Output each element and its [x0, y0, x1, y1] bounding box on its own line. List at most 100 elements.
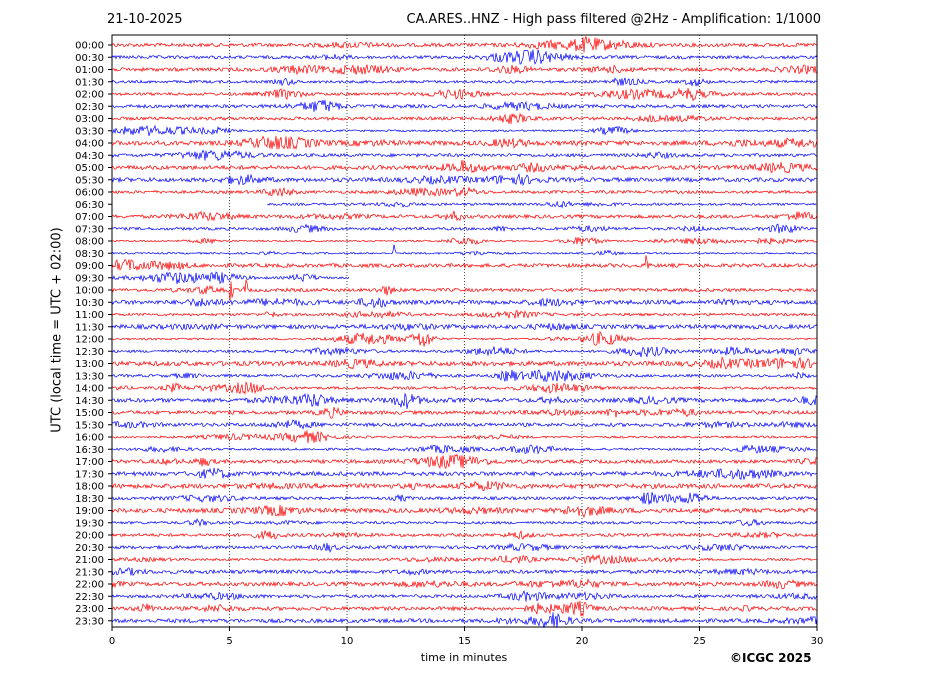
- trace-1030: [111, 297, 818, 309]
- trace-1230: [111, 345, 818, 358]
- y-tick-label: 01:00: [75, 65, 104, 76]
- y-tick-label: 10:30: [75, 298, 104, 309]
- x-tick-label: 0: [109, 636, 115, 647]
- y-tick-label: 13:00: [75, 359, 104, 370]
- y-tick-label: 07:00: [75, 212, 104, 223]
- y-tick-label: 14:00: [75, 384, 104, 395]
- y-tick-label: 06:00: [75, 188, 104, 199]
- trace-1100: [111, 309, 818, 319]
- y-tick-label: 03:30: [75, 126, 104, 137]
- trace-1830: [111, 492, 818, 505]
- y-tick-label: 19:00: [75, 506, 104, 517]
- y-tick-label: 10:00: [75, 286, 104, 297]
- y-tick-label: 07:30: [75, 224, 104, 235]
- y-tick-label: 00:00: [75, 41, 104, 52]
- y-tick-label: 23:00: [75, 604, 104, 615]
- trace-0500: [111, 159, 818, 174]
- trace-1300: [111, 356, 818, 371]
- y-tick-label: 08:30: [75, 249, 104, 260]
- trace-0530: [111, 173, 818, 187]
- y-tick-label: 19:30: [75, 518, 104, 529]
- y-tick-label: 11:00: [75, 310, 104, 321]
- y-tick-label: 06:30: [75, 200, 104, 211]
- y-tick-label: 17:30: [75, 469, 104, 480]
- trace-1130: [111, 322, 818, 332]
- x-tick-label: 20: [576, 636, 589, 647]
- trace-1530: [111, 419, 818, 430]
- x-tick-label: 30: [811, 636, 824, 647]
- date-label: 21-10-2025: [107, 12, 183, 27]
- trace-2330: [111, 612, 818, 629]
- y-tick-label: 08:00: [75, 237, 104, 248]
- y-tick-label: 02:00: [75, 90, 104, 101]
- trace-0630: [266, 200, 817, 209]
- x-tick-label: 15: [458, 636, 471, 647]
- y-tick-label: 01:30: [75, 77, 104, 88]
- y-tick-label: 09:00: [75, 261, 104, 272]
- trace-0730: [111, 223, 818, 234]
- trace-0400: [111, 135, 818, 150]
- trace-1600: [111, 430, 818, 444]
- trace-0330: [111, 124, 817, 136]
- y-tick-label: 02:30: [75, 102, 104, 113]
- y-tick-label: 03:00: [75, 114, 104, 125]
- y-tick-label: 13:30: [75, 371, 104, 382]
- y-tick-label: 00:30: [75, 53, 104, 64]
- trace-0230: [111, 99, 818, 112]
- trace-0700: [111, 210, 818, 222]
- trace-2200: [111, 577, 818, 590]
- y-tick-label: 20:30: [75, 543, 104, 554]
- trace-0930: [111, 271, 350, 285]
- trace-0130: [111, 77, 818, 87]
- x-tick-label: 25: [693, 636, 706, 647]
- y-tick-label: 12:30: [75, 347, 104, 358]
- y-tick-label: 15:30: [75, 420, 104, 431]
- y-tick-label: 21:30: [75, 567, 104, 578]
- y-tick-label: 16:30: [75, 445, 104, 456]
- trace-0830: [111, 244, 818, 256]
- trace-1330: [111, 369, 818, 383]
- y-tick-label: 16:00: [75, 433, 104, 444]
- y-tick-label: 20:00: [75, 531, 104, 542]
- trace-1500: [111, 406, 818, 419]
- trace-0600: [111, 186, 818, 198]
- trace-1200: [111, 330, 818, 347]
- y-tick-label: 04:00: [75, 139, 104, 150]
- trace-2130: [111, 567, 818, 577]
- trace-1000: [111, 279, 818, 301]
- y-tick-label: 22:00: [75, 580, 104, 591]
- trace-1930: [111, 518, 818, 528]
- trace-2030: [111, 542, 818, 553]
- x-tick-label: 10: [341, 636, 354, 647]
- chart-title: CA.ARES..HNZ - High pass filtered @2Hz -…: [406, 12, 821, 27]
- plot-frame: [111, 34, 818, 628]
- trace-2300: [111, 600, 818, 617]
- trace-2100: [111, 553, 818, 565]
- y-tick-label: 12:00: [75, 335, 104, 346]
- trace-0800: [111, 237, 818, 246]
- trace-0030: [111, 49, 818, 65]
- trace-1700: [111, 453, 818, 470]
- x-axis-label: time in minutes: [420, 651, 508, 664]
- y-tick-label: 14:30: [75, 396, 104, 407]
- trace-0430: [111, 149, 818, 162]
- y-tick-label: 11:30: [75, 322, 104, 333]
- y-tick-label: 15:00: [75, 408, 104, 419]
- trace-1900: [111, 504, 818, 519]
- y-tick-label: 23:30: [75, 616, 104, 627]
- trace-2000: [111, 529, 818, 540]
- y-tick-label: 22:30: [75, 592, 104, 603]
- copyright-label: ©ICGC 2025: [730, 651, 812, 665]
- x-tick-label: 5: [226, 636, 232, 647]
- trace-2230: [111, 590, 818, 602]
- trace-0300: [111, 112, 818, 124]
- y-tick-label: 04:30: [75, 151, 104, 162]
- y-tick-label: 18:00: [75, 482, 104, 493]
- y-tick-label: 17:00: [75, 457, 104, 468]
- y-tick-label: 18:30: [75, 494, 104, 505]
- trace-0900: [111, 255, 818, 272]
- trace-1730: [111, 467, 818, 481]
- y-tick-label: 09:30: [75, 273, 104, 284]
- trace-1630: [111, 444, 818, 455]
